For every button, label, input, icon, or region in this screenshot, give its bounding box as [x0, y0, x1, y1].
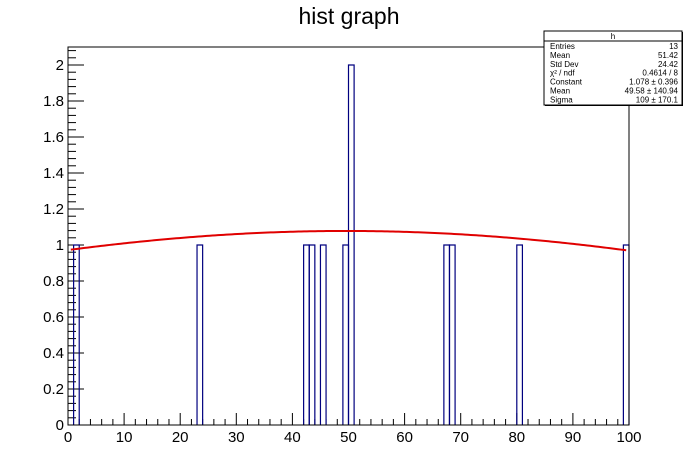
chart-title: hist graph	[298, 3, 399, 29]
tick-labels: 0 10 20 30 40 50 60 70 80 90 100 0 0.2 0.4 0.6 0.8 1 1.2 1…	[43, 57, 641, 446]
stats-value: 24.42	[658, 60, 679, 69]
histogram-bar	[319, 244, 327, 425]
stats-label: Constant	[550, 78, 583, 87]
y-tick-label: 0	[56, 417, 64, 434]
stats-box-frame	[543, 30, 683, 106]
stats-value: 1.078 ± 0.396	[629, 78, 678, 87]
x-tick-label: 70	[452, 429, 469, 446]
fit-curve-group	[70, 229, 627, 252]
stats-label: Mean	[550, 87, 570, 96]
x-tick-label: 10	[116, 429, 133, 446]
stats-label: Std Dev	[550, 60, 578, 69]
histogram-bar	[73, 244, 80, 425]
stats-box-title: h	[611, 32, 615, 41]
stats-value: 0.4614 / 8	[642, 69, 678, 78]
x-tick-label: 40	[284, 429, 301, 446]
plot-frame	[67, 46, 630, 426]
y-tick-label: 1.4	[43, 165, 64, 182]
x-tick-label: 30	[228, 429, 245, 446]
histogram-bar	[196, 244, 204, 425]
y-tick-label: 0.4	[43, 345, 64, 362]
x-tick-label: 100	[616, 429, 641, 446]
x-tick-label: 90	[565, 429, 582, 446]
histogram-bar	[622, 244, 630, 425]
y-tick-label: 1.8	[43, 93, 64, 110]
x-tick-label: 80	[508, 429, 525, 446]
histogram-bar	[347, 64, 355, 425]
stats-label: Sigma	[550, 95, 573, 104]
y-tick-label: 0.6	[43, 309, 64, 326]
x-tick-label: 50	[340, 429, 357, 446]
stats-label: Entries	[550, 42, 575, 51]
y-tick-label: 0.8	[43, 273, 64, 290]
histogram-bar	[303, 244, 310, 425]
stats-box: h Entries 13 Mean 51.42 Std Dev 24.42 χ² / ndf 0…	[543, 30, 683, 106]
histogram-bar	[308, 244, 316, 425]
histogram-bar	[448, 244, 456, 425]
x-tick-label: 0	[64, 429, 72, 446]
stats-label: χ² / ndf	[550, 69, 575, 78]
histogram-bars	[73, 64, 630, 425]
stats-label: Mean	[550, 51, 570, 60]
y-tick-label: 1.6	[43, 129, 64, 146]
stats-value: 109 ± 170.1	[636, 95, 679, 104]
histogram-bar	[443, 244, 451, 425]
histogram-bar	[342, 244, 350, 425]
x-tick-label: 20	[172, 429, 189, 446]
stats-value: 49.58 ± 140.94	[625, 87, 679, 96]
stats-value: 13	[669, 42, 678, 51]
histogram-bar	[516, 244, 524, 425]
y-tick-label: 0.2	[43, 381, 64, 398]
y-tick-label: 2	[56, 57, 64, 74]
fit-curve	[70, 229, 627, 252]
y-tick-label: 1	[56, 237, 64, 254]
x-tick-label: 60	[396, 429, 413, 446]
stats-value: 51.42	[658, 51, 679, 60]
y-tick-label: 1.2	[43, 201, 64, 218]
